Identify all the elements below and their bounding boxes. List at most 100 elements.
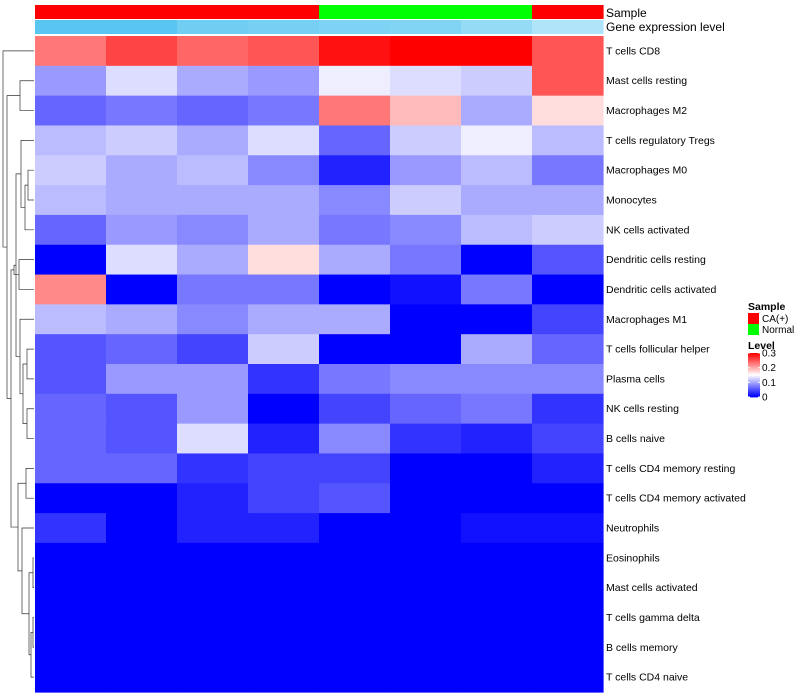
heatmap-cell — [35, 36, 107, 67]
heatmap-cell — [319, 36, 391, 67]
heatmap-cell — [177, 542, 249, 574]
level-colorbar-segment — [748, 364, 760, 366]
heatmap-cell — [390, 244, 462, 276]
dendrogram-branch — [6, 95, 20, 399]
heatmap-cell — [461, 423, 533, 455]
level-colorbar-segment — [748, 395, 760, 397]
row-label: B cells memory — [606, 642, 679, 654]
heatmap-cell — [319, 364, 391, 395]
heatmap-cell — [35, 65, 107, 97]
heatmap-cell — [461, 125, 533, 156]
heatmap-cell — [532, 334, 604, 365]
heatmap-cell — [177, 572, 249, 604]
heatmap-cell — [390, 364, 462, 395]
heatmap-cell — [248, 572, 320, 604]
level-colorbar-segment — [748, 373, 760, 375]
sample-annotation-cell — [461, 5, 533, 19]
level-colorbar-segment — [748, 377, 760, 379]
heatmap-cell — [461, 513, 533, 544]
level-colorbar-segment — [748, 363, 760, 365]
heatmap-cell — [532, 662, 604, 693]
heatmap-cell — [461, 244, 533, 276]
heatmap-cell — [177, 393, 249, 425]
heatmap-cell — [532, 185, 604, 216]
heatmap-cell — [106, 244, 178, 276]
heatmap-cell — [106, 155, 178, 186]
row-labels: T cells CD8 Mast cells resting Macrophages… — [606, 45, 746, 683]
dendrogram-branch — [27, 169, 34, 201]
heatmap-cell — [319, 304, 391, 335]
heatmap-cell — [461, 662, 533, 693]
heatmap-cell — [461, 304, 533, 335]
heatmap-cell — [35, 125, 107, 156]
heatmap-cell — [319, 185, 391, 216]
level-colorbar-segment — [748, 355, 760, 357]
row-label: Plasma cells — [606, 373, 665, 385]
heatmap-cell — [35, 334, 107, 365]
heatmap-cell — [35, 393, 107, 425]
row-label: T cells CD4 memory resting — [606, 463, 735, 475]
heatmap-cell — [248, 662, 320, 693]
heatmap-cell — [390, 95, 462, 127]
sample-annotation-label: Sample — [606, 6, 647, 20]
row-label: Dendritic cells activated — [606, 284, 716, 296]
heatmap-cell — [35, 453, 107, 484]
heatmap-cell — [106, 214, 178, 246]
heatmap-cell — [532, 423, 604, 455]
gene-expression-annotation-cell — [35, 20, 107, 34]
heatmap-cell — [532, 632, 604, 663]
heatmap-cell — [461, 364, 533, 395]
level-colorbar-segment — [748, 358, 760, 360]
heatmap-cell — [390, 602, 462, 633]
heatmap-cell — [35, 632, 107, 663]
row-label: Monocytes — [606, 195, 657, 207]
heatmap-cell — [319, 95, 391, 127]
heatmap-cell — [461, 95, 533, 127]
dendrogram-branch — [22, 363, 27, 424]
heatmap-cell — [248, 364, 320, 395]
heatmap-cells — [35, 36, 604, 693]
level-colorbar-segment — [748, 357, 760, 359]
level-colorbar-segment — [748, 382, 760, 384]
heatmap-cell — [106, 304, 178, 335]
heatmap-cell — [106, 36, 178, 67]
heatmap-cell — [35, 155, 107, 186]
level-colorbar-segment — [748, 385, 760, 387]
gene-expression-annotation-cell — [461, 20, 533, 34]
heatmap-cell — [461, 572, 533, 604]
heatmap-cell — [106, 95, 178, 127]
heatmap-cell — [532, 393, 604, 425]
heatmap-cell — [461, 65, 533, 97]
heatmap-cell — [390, 274, 462, 305]
row-label: T cells gamma delta — [606, 612, 700, 624]
gene-expression-annotation-cell — [319, 20, 391, 34]
row-dendrogram — [2, 50, 34, 678]
heatmap-cell — [461, 453, 533, 484]
dendrogram-branch — [18, 259, 34, 290]
sample-legend-swatch — [748, 313, 759, 324]
level-colorbar-segment — [748, 380, 760, 382]
level-tick-label: 0.1 — [762, 378, 776, 389]
level-colorbar-segment — [748, 359, 760, 361]
heatmap-cell — [390, 304, 462, 335]
row-label: T cells regulatory Tregs — [606, 135, 715, 147]
sample-legend-items: CA(+)Normal — [748, 313, 794, 336]
gene-expression-annotation-cell — [248, 20, 320, 34]
heatmap-cell — [319, 662, 391, 693]
row-label: Mast cells activated — [606, 582, 698, 594]
heatmap-cell — [106, 423, 178, 455]
heatmap-cell — [390, 662, 462, 693]
row-label: Macrophages M2 — [606, 105, 687, 117]
heatmap-cell — [35, 244, 107, 276]
heatmap-cell — [532, 274, 604, 305]
legends: Sample Level CA(+)Normal 0.3 0.2 0.1 0 — [748, 301, 794, 404]
heatmap-cell — [390, 542, 462, 574]
sample-legend-swatch — [748, 324, 759, 335]
heatmap-cell — [106, 453, 178, 484]
heatmap-cell — [319, 483, 391, 514]
heatmap-cell — [319, 513, 391, 544]
heatmap-cell — [532, 483, 604, 514]
heatmap-cell — [35, 274, 107, 305]
heatmap-cell — [248, 65, 320, 97]
heatmap-cell — [390, 483, 462, 514]
